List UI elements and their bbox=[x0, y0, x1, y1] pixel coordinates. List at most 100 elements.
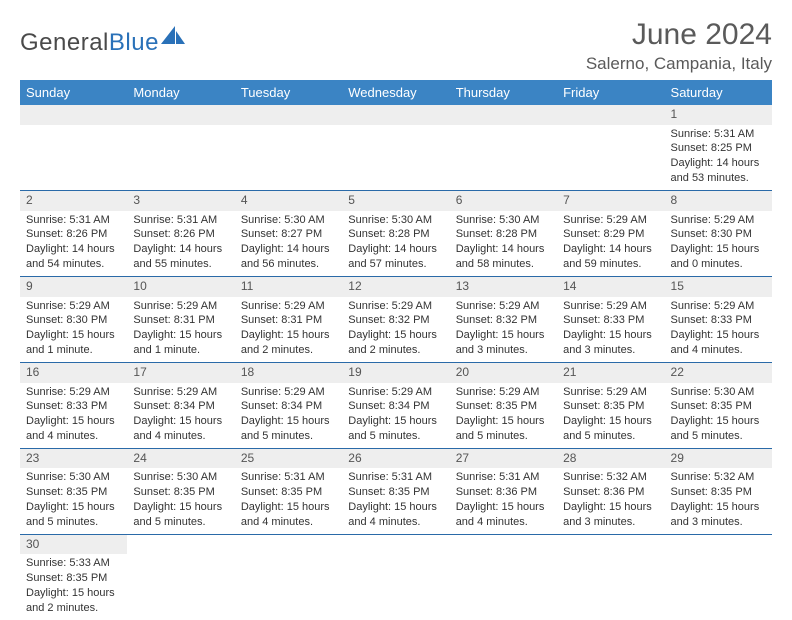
calendar-week-row: 23Sunrise: 5:30 AMSunset: 8:35 PMDayligh… bbox=[20, 448, 772, 534]
calendar-day-cell: 30Sunrise: 5:33 AMSunset: 8:35 PMDayligh… bbox=[20, 534, 127, 619]
day-number: 3 bbox=[127, 191, 234, 211]
weekday-header: Tuesday bbox=[235, 80, 342, 105]
daylight-text: Daylight: 15 hours and 4 minutes. bbox=[133, 414, 228, 444]
calendar-week-row: 9Sunrise: 5:29 AMSunset: 8:30 PMDaylight… bbox=[20, 276, 772, 362]
weekday-header: Saturday bbox=[665, 80, 772, 105]
day-details: Sunrise: 5:29 AMSunset: 8:32 PMDaylight:… bbox=[342, 297, 449, 362]
day-details: Sunrise: 5:30 AMSunset: 8:27 PMDaylight:… bbox=[235, 211, 342, 276]
day-details: Sunrise: 5:30 AMSunset: 8:35 PMDaylight:… bbox=[20, 468, 127, 533]
day-number: 15 bbox=[665, 277, 772, 297]
sunrise-text: Sunrise: 5:30 AM bbox=[671, 385, 766, 400]
day-details: Sunrise: 5:31 AMSunset: 8:35 PMDaylight:… bbox=[342, 468, 449, 533]
day-details: Sunrise: 5:29 AMSunset: 8:33 PMDaylight:… bbox=[557, 297, 664, 362]
sunrise-text: Sunrise: 5:29 AM bbox=[241, 299, 336, 314]
calendar-day-cell: 12Sunrise: 5:29 AMSunset: 8:32 PMDayligh… bbox=[342, 276, 449, 362]
sunset-text: Sunset: 8:32 PM bbox=[456, 313, 551, 328]
calendar-day-cell bbox=[235, 534, 342, 619]
sunset-text: Sunset: 8:27 PM bbox=[241, 227, 336, 242]
day-details: Sunrise: 5:29 AMSunset: 8:34 PMDaylight:… bbox=[235, 383, 342, 448]
day-details: Sunrise: 5:29 AMSunset: 8:29 PMDaylight:… bbox=[557, 211, 664, 276]
sunrise-text: Sunrise: 5:29 AM bbox=[348, 385, 443, 400]
day-details: Sunrise: 5:29 AMSunset: 8:31 PMDaylight:… bbox=[127, 297, 234, 362]
day-details: Sunrise: 5:33 AMSunset: 8:35 PMDaylight:… bbox=[20, 554, 127, 619]
day-details: Sunrise: 5:31 AMSunset: 8:26 PMDaylight:… bbox=[127, 211, 234, 276]
calendar-day-cell: 5Sunrise: 5:30 AMSunset: 8:28 PMDaylight… bbox=[342, 190, 449, 276]
calendar-day-cell: 21Sunrise: 5:29 AMSunset: 8:35 PMDayligh… bbox=[557, 362, 664, 448]
day-number: 24 bbox=[127, 449, 234, 469]
sunrise-text: Sunrise: 5:33 AM bbox=[26, 556, 121, 571]
day-details: Sunrise: 5:31 AMSunset: 8:25 PMDaylight:… bbox=[665, 125, 772, 190]
calendar-week-row: 30Sunrise: 5:33 AMSunset: 8:35 PMDayligh… bbox=[20, 534, 772, 619]
daylight-text: Daylight: 15 hours and 5 minutes. bbox=[563, 414, 658, 444]
weekday-header: Thursday bbox=[450, 80, 557, 105]
day-details: Sunrise: 5:32 AMSunset: 8:36 PMDaylight:… bbox=[557, 468, 664, 533]
sunrise-text: Sunrise: 5:31 AM bbox=[348, 470, 443, 485]
brand-word1: General bbox=[20, 29, 109, 56]
sunset-text: Sunset: 8:25 PM bbox=[671, 141, 766, 156]
sunset-text: Sunset: 8:35 PM bbox=[26, 485, 121, 500]
sunset-text: Sunset: 8:36 PM bbox=[456, 485, 551, 500]
day-details: Sunrise: 5:29 AMSunset: 8:30 PMDaylight:… bbox=[665, 211, 772, 276]
sunset-text: Sunset: 8:33 PM bbox=[563, 313, 658, 328]
calendar-week-row: 1Sunrise: 5:31 AMSunset: 8:25 PMDaylight… bbox=[20, 105, 772, 190]
calendar-day-cell: 9Sunrise: 5:29 AMSunset: 8:30 PMDaylight… bbox=[20, 276, 127, 362]
calendar-table: Sunday Monday Tuesday Wednesday Thursday… bbox=[20, 80, 772, 620]
day-number: 23 bbox=[20, 449, 127, 469]
daylight-text: Daylight: 15 hours and 4 minutes. bbox=[456, 500, 551, 530]
sunset-text: Sunset: 8:35 PM bbox=[671, 399, 766, 414]
day-number: 30 bbox=[20, 535, 127, 555]
calendar-day-cell: 29Sunrise: 5:32 AMSunset: 8:35 PMDayligh… bbox=[665, 448, 772, 534]
sunset-text: Sunset: 8:35 PM bbox=[241, 485, 336, 500]
calendar-day-cell: 27Sunrise: 5:31 AMSunset: 8:36 PMDayligh… bbox=[450, 448, 557, 534]
daylight-text: Daylight: 14 hours and 58 minutes. bbox=[456, 242, 551, 272]
sunrise-text: Sunrise: 5:29 AM bbox=[241, 385, 336, 400]
daylight-text: Daylight: 15 hours and 5 minutes. bbox=[456, 414, 551, 444]
sunset-text: Sunset: 8:32 PM bbox=[348, 313, 443, 328]
daylight-text: Daylight: 15 hours and 0 minutes. bbox=[671, 242, 766, 272]
sunset-text: Sunset: 8:30 PM bbox=[671, 227, 766, 242]
calendar-day-cell: 28Sunrise: 5:32 AMSunset: 8:36 PMDayligh… bbox=[557, 448, 664, 534]
sunrise-text: Sunrise: 5:32 AM bbox=[671, 470, 766, 485]
sunrise-text: Sunrise: 5:32 AM bbox=[563, 470, 658, 485]
calendar-day-cell bbox=[235, 105, 342, 190]
day-number: 29 bbox=[665, 449, 772, 469]
day-number: 4 bbox=[235, 191, 342, 211]
sunrise-text: Sunrise: 5:29 AM bbox=[671, 299, 766, 314]
day-number-empty bbox=[235, 105, 342, 125]
weekday-header: Sunday bbox=[20, 80, 127, 105]
sunset-text: Sunset: 8:35 PM bbox=[348, 485, 443, 500]
sunset-text: Sunset: 8:29 PM bbox=[563, 227, 658, 242]
daylight-text: Daylight: 14 hours and 56 minutes. bbox=[241, 242, 336, 272]
calendar-day-cell: 13Sunrise: 5:29 AMSunset: 8:32 PMDayligh… bbox=[450, 276, 557, 362]
sunrise-text: Sunrise: 5:30 AM bbox=[348, 213, 443, 228]
calendar-day-cell: 20Sunrise: 5:29 AMSunset: 8:35 PMDayligh… bbox=[450, 362, 557, 448]
sunrise-text: Sunrise: 5:29 AM bbox=[456, 385, 551, 400]
day-number: 2 bbox=[20, 191, 127, 211]
day-number: 7 bbox=[557, 191, 664, 211]
day-number-empty bbox=[127, 105, 234, 125]
calendar-day-cell: 25Sunrise: 5:31 AMSunset: 8:35 PMDayligh… bbox=[235, 448, 342, 534]
daylight-text: Daylight: 15 hours and 4 minutes. bbox=[348, 500, 443, 530]
calendar-page: GeneralBlue June 2024 Salerno, Campania,… bbox=[0, 0, 792, 620]
sunrise-text: Sunrise: 5:29 AM bbox=[133, 385, 228, 400]
sunrise-text: Sunrise: 5:31 AM bbox=[671, 127, 766, 142]
day-details: Sunrise: 5:29 AMSunset: 8:35 PMDaylight:… bbox=[450, 383, 557, 448]
sunrise-text: Sunrise: 5:31 AM bbox=[133, 213, 228, 228]
calendar-day-cell bbox=[127, 105, 234, 190]
sunrise-text: Sunrise: 5:31 AM bbox=[26, 213, 121, 228]
sunset-text: Sunset: 8:33 PM bbox=[671, 313, 766, 328]
day-details: Sunrise: 5:29 AMSunset: 8:34 PMDaylight:… bbox=[342, 383, 449, 448]
daylight-text: Daylight: 15 hours and 5 minutes. bbox=[671, 414, 766, 444]
day-number: 26 bbox=[342, 449, 449, 469]
day-number: 5 bbox=[342, 191, 449, 211]
sunrise-text: Sunrise: 5:30 AM bbox=[456, 213, 551, 228]
daylight-text: Daylight: 15 hours and 5 minutes. bbox=[133, 500, 228, 530]
sunset-text: Sunset: 8:36 PM bbox=[563, 485, 658, 500]
calendar-week-row: 16Sunrise: 5:29 AMSunset: 8:33 PMDayligh… bbox=[20, 362, 772, 448]
sunset-text: Sunset: 8:35 PM bbox=[671, 485, 766, 500]
sunrise-text: Sunrise: 5:29 AM bbox=[563, 213, 658, 228]
daylight-text: Daylight: 15 hours and 1 minute. bbox=[133, 328, 228, 358]
calendar-day-cell: 24Sunrise: 5:30 AMSunset: 8:35 PMDayligh… bbox=[127, 448, 234, 534]
calendar-day-cell bbox=[127, 534, 234, 619]
day-number: 14 bbox=[557, 277, 664, 297]
